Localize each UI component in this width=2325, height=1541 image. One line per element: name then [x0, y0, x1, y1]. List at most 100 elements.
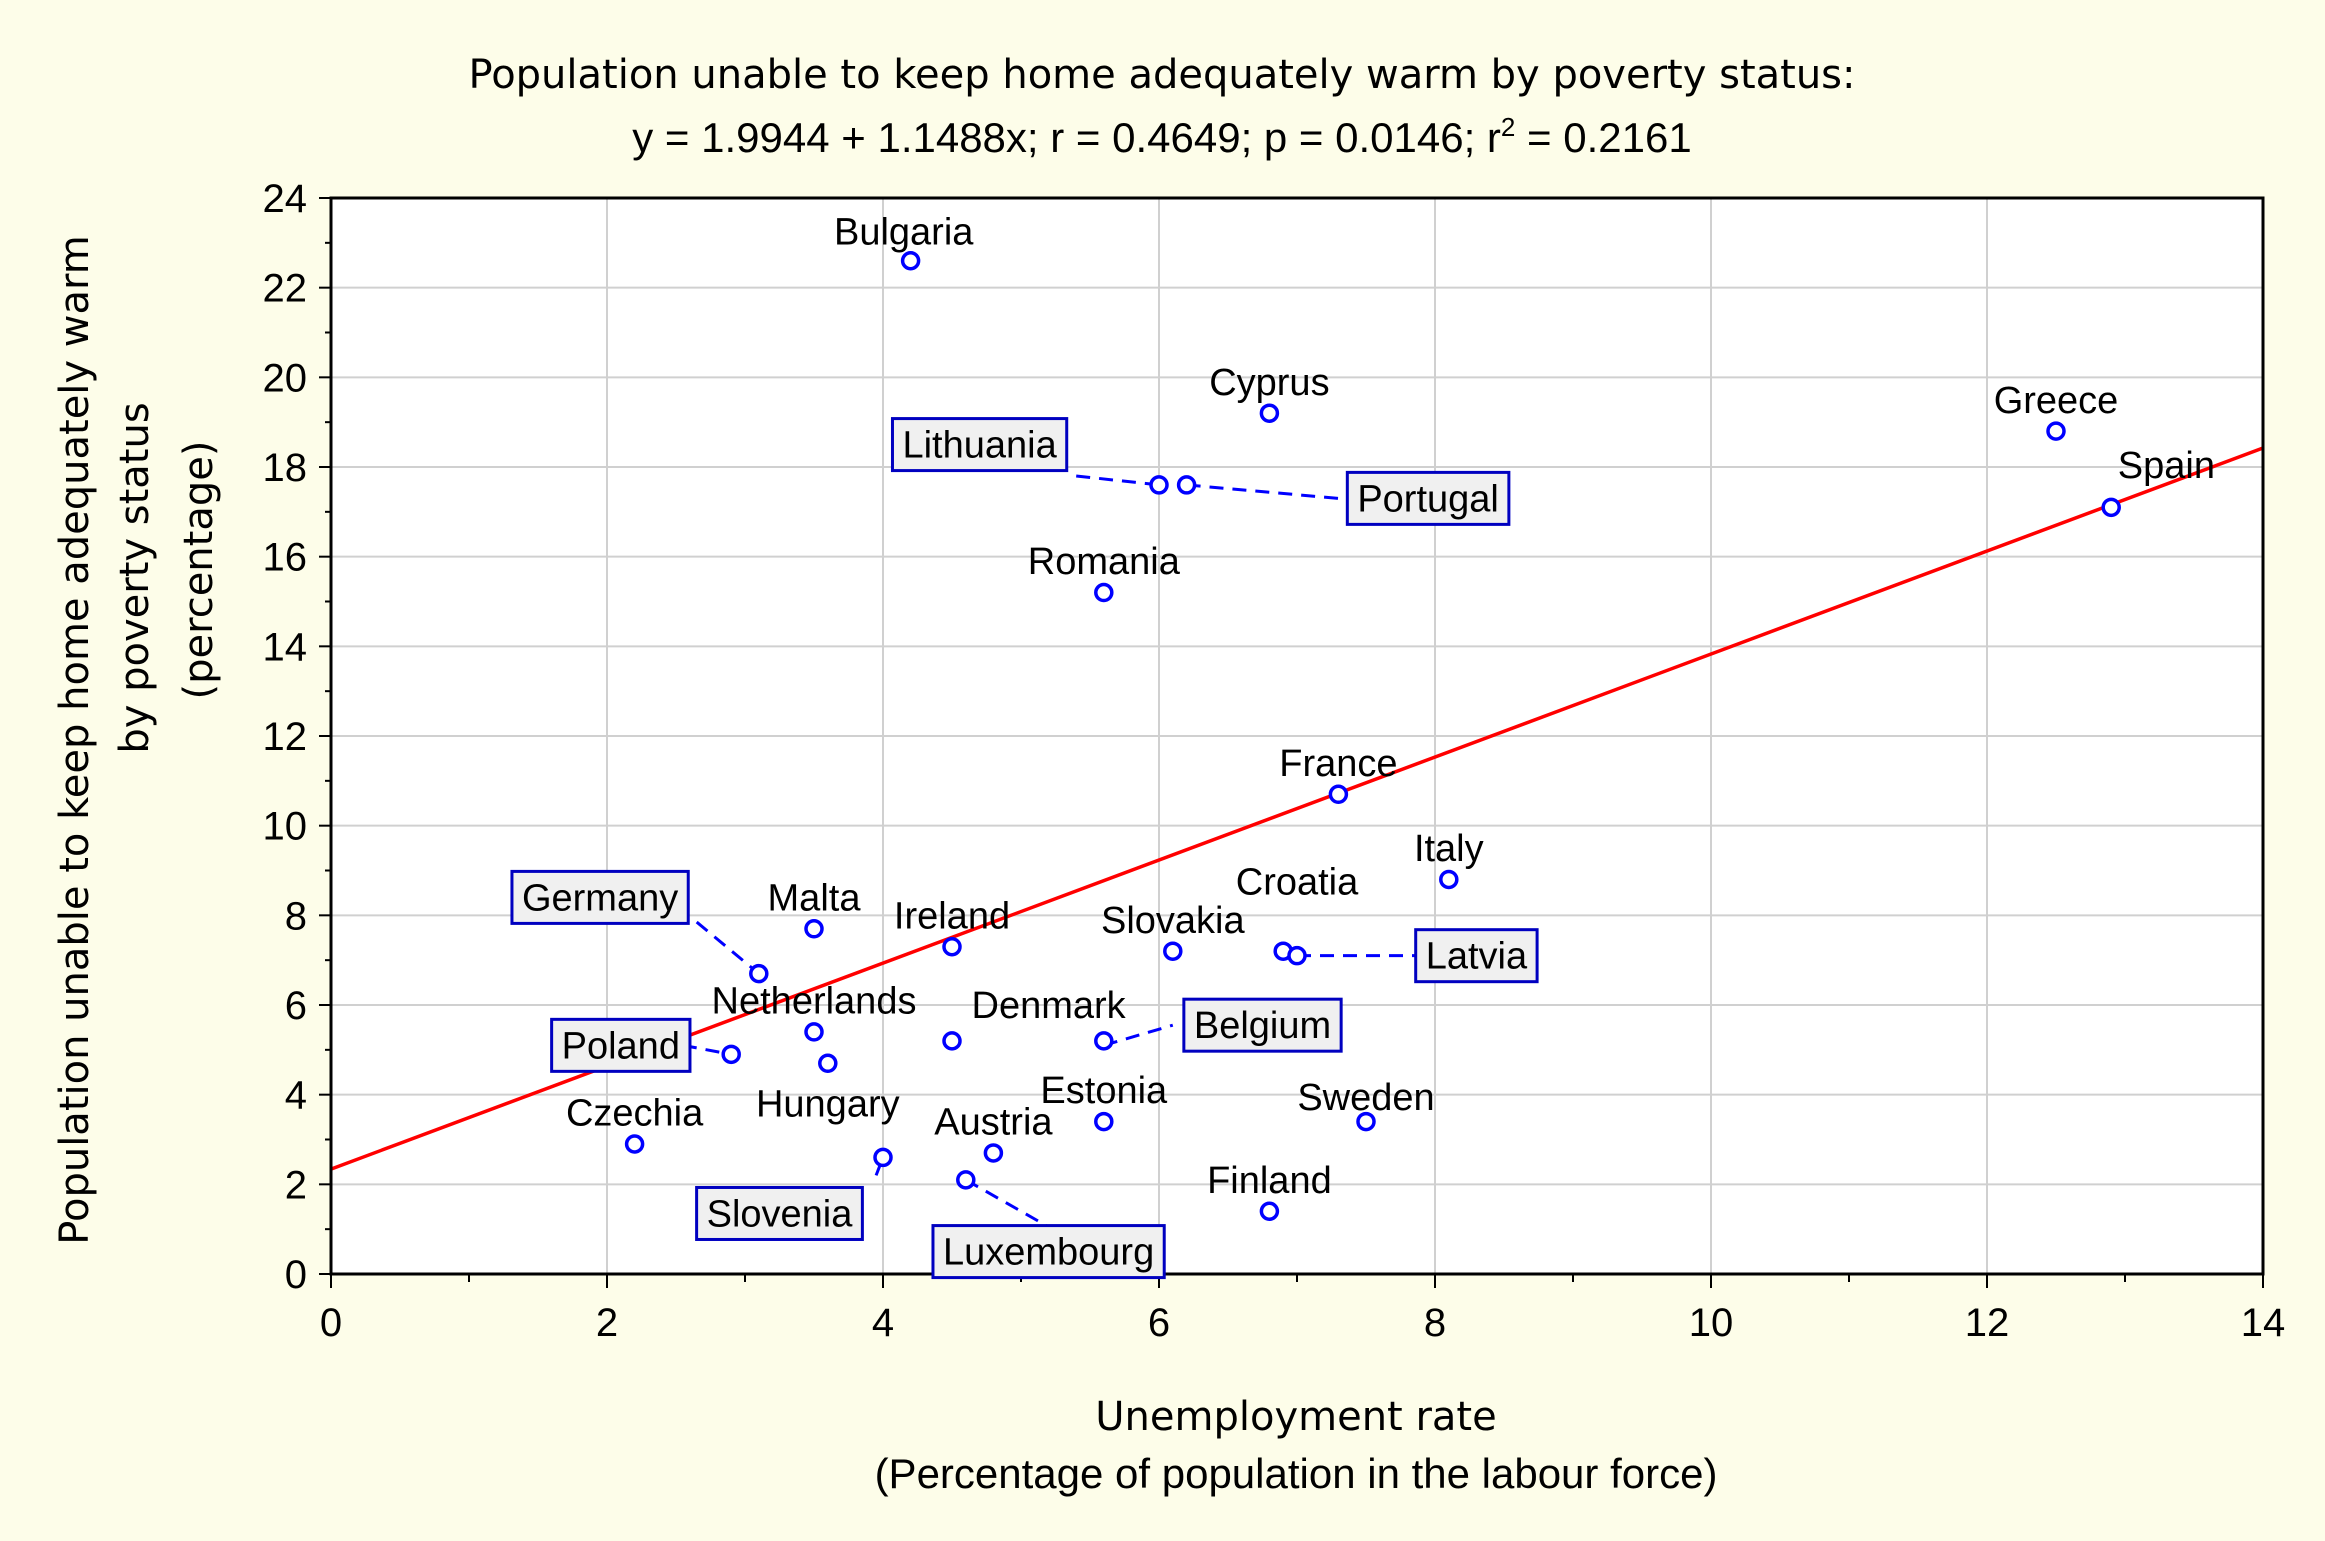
y-tick-label-24: 24: [263, 177, 308, 221]
point-lithuania: [1149, 475, 1169, 495]
x-tick-label-4: 4: [872, 1301, 894, 1345]
x-tick-label-6: 6: [1148, 1301, 1170, 1345]
y-tick-label-2: 2: [285, 1163, 307, 1207]
point-belgium: [1094, 1031, 1114, 1051]
leader-line-germany: [695, 920, 760, 975]
y-tick-label-12: 12: [263, 715, 308, 759]
point-sweden: [1356, 1111, 1376, 1132]
point-denmark: [942, 1031, 962, 1051]
y-tick-label-16: 16: [263, 536, 308, 580]
label-spain: Spain: [2118, 445, 2215, 487]
regression-equation: y = 1.9944 + 1.1488x; r = 0.4649; p = 0.…: [632, 112, 1691, 161]
label-greece: Greece: [1994, 380, 2119, 422]
chart-title-group: Population unable to keep home adequatel…: [469, 52, 1856, 161]
x-tick-label-12: 12: [1965, 1301, 2010, 1345]
grid-lines: [331, 198, 2263, 1274]
point-netherlands: [804, 1022, 824, 1042]
point-malta: [804, 919, 824, 939]
label-czechia: Czechia: [566, 1093, 704, 1135]
point-estonia: [1094, 1111, 1114, 1132]
label-ireland: Ireland: [894, 895, 1010, 937]
leader-line-lithuania: [1076, 474, 1160, 487]
label-box-luxembourg: [931, 1224, 1166, 1280]
label-portugal: Portugal: [1357, 478, 1499, 520]
label-austria: Austria: [934, 1102, 1053, 1144]
point-germany: [749, 963, 769, 984]
point-austria: [983, 1143, 1004, 1163]
label-box-latvia: [1414, 928, 1539, 984]
label-slovenia: Slovenia: [707, 1193, 854, 1235]
y-tick-label-20: 20: [263, 356, 308, 400]
label-romania: Romania: [1028, 541, 1181, 583]
point-luxembourg: [956, 1170, 976, 1190]
y-tick-label-6: 6: [285, 984, 307, 1028]
y-tick-label-18: 18: [263, 446, 308, 490]
y-tick-label-14: 14: [263, 625, 308, 669]
y-tick-label-0: 0: [285, 1253, 307, 1297]
x-tick-label-8: 8: [1424, 1301, 1446, 1345]
x-axis-label-line2: (Percentage of population in the labour …: [875, 1450, 1718, 1497]
point-hungary: [818, 1053, 838, 1074]
label-bulgaria: Bulgaria: [834, 212, 974, 254]
y-tick-label-8: 8: [285, 894, 307, 938]
point-greece: [2046, 421, 2066, 441]
label-box-lithuania: [890, 417, 1069, 473]
point-cyprus: [1259, 403, 1280, 423]
point-labels: Bulgaria Cyprus Greece Spain Lithuania Portug…: [510, 212, 2215, 1280]
label-italy: Italy: [1414, 828, 1484, 870]
x-tick-label-14: 14: [2241, 1301, 2286, 1345]
point-spain: [2101, 497, 2121, 518]
label-denmark: Denmark: [972, 985, 1127, 1027]
label-germany: Germany: [522, 877, 678, 919]
label-netherlands: Netherlands: [712, 981, 917, 1023]
y-tick-label-22: 22: [263, 267, 308, 311]
point-ireland: [942, 936, 962, 957]
point-romania: [1094, 582, 1114, 603]
axis-titles: Unemployment rate (Percentage of populat…: [52, 235, 1717, 1497]
label-box-portugal: [1345, 470, 1511, 526]
point-slovakia: [1163, 941, 1183, 961]
y-tick-label-10: 10: [263, 805, 308, 849]
regression-equation-superscript: 2: [1501, 112, 1515, 142]
label-finland: Finland: [1207, 1160, 1332, 1202]
label-lithuania: Lithuania: [902, 425, 1057, 467]
label-box-poland: [550, 1017, 692, 1073]
point-slovenia: [873, 1147, 893, 1168]
x-axis-label-line1: Unemployment rate: [1095, 1394, 1496, 1440]
label-croatia: Croatia: [1236, 862, 1359, 904]
label-hungary: Hungary: [756, 1084, 900, 1126]
label-box-germany: [510, 869, 690, 925]
x-tick-label-0: 0: [320, 1301, 342, 1345]
point-czechia: [624, 1134, 645, 1154]
x-tick-label-10: 10: [1689, 1301, 1734, 1345]
leader-line-portugal: [1186, 483, 1339, 500]
label-box-belgium: [1182, 997, 1343, 1053]
label-belgium: Belgium: [1194, 1005, 1331, 1047]
y-axis-label-line1: Population unable to keep home adequatel…: [52, 235, 98, 1244]
regression-equation-tail: = 0.2161: [1515, 114, 1691, 161]
label-malta: Malta: [768, 877, 862, 919]
point-italy: [1439, 869, 1459, 890]
data-points: [624, 251, 2121, 1221]
regression-equation-text: y = 1.9944 + 1.1488x; r = 0.4649; p = 0.…: [632, 114, 1501, 161]
point-bulgaria: [900, 251, 921, 271]
label-sweden: Sweden: [1297, 1077, 1434, 1119]
label-luxembourg: Luxembourg: [943, 1232, 1154, 1274]
y-tick-label-4: 4: [285, 1074, 307, 1118]
x-tick-label-2: 2: [596, 1301, 618, 1345]
leader-line-belgium: [1103, 1023, 1174, 1047]
label-slovakia: Slovakia: [1101, 900, 1245, 942]
point-latvia: [1287, 945, 1307, 966]
y-axis-label-line2: by poverty status: [112, 402, 158, 753]
label-cyprus: Cyprus: [1209, 362, 1329, 404]
chart-title: Population unable to keep home adequatel…: [469, 52, 1856, 98]
leader-line-luxembourg: [965, 1178, 1050, 1229]
label-france: France: [1279, 743, 1397, 785]
label-box-slovenia: [695, 1185, 864, 1241]
y-axis-label-line3: (percentage): [176, 441, 222, 700]
label-poland: Poland: [562, 1025, 680, 1067]
point-poland: [721, 1044, 741, 1065]
